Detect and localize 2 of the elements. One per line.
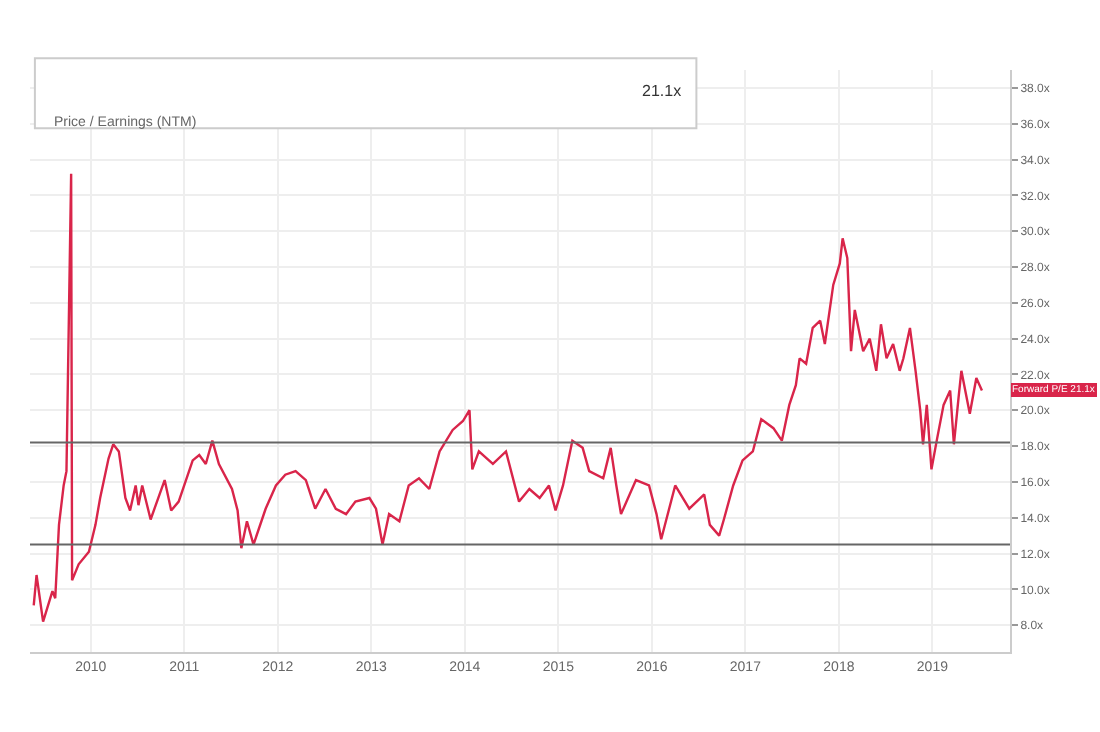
line-series: [32, 172, 984, 623]
annotation: 21.1x: [642, 82, 682, 100]
